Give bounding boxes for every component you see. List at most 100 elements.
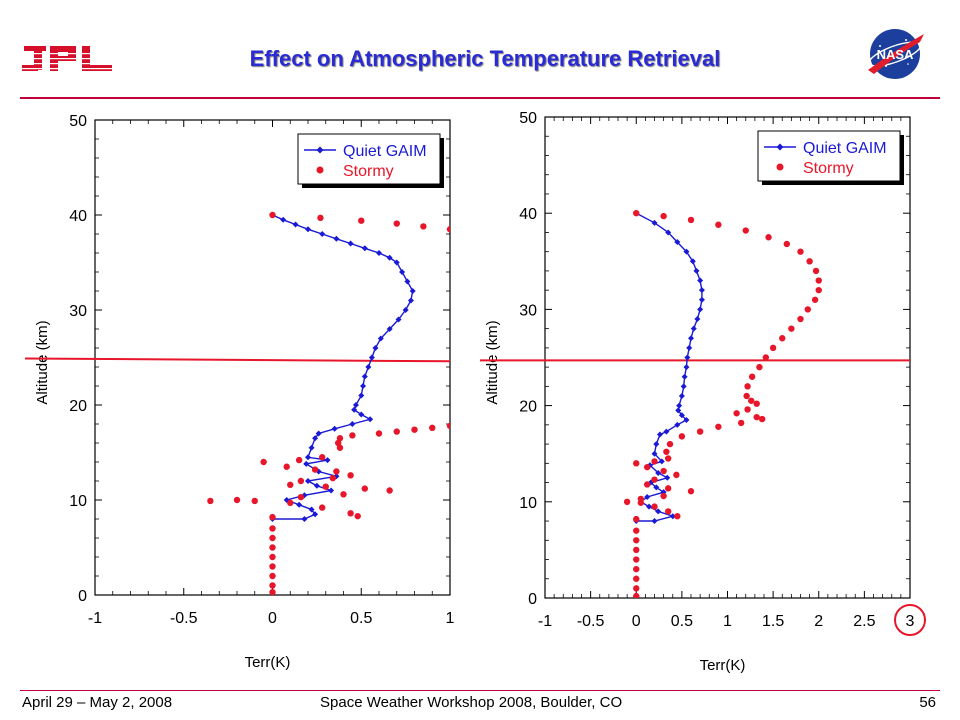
plot-frame bbox=[94, 119, 451, 596]
data-point-quiet bbox=[361, 245, 368, 252]
data-point-stormy bbox=[744, 383, 751, 390]
y-tick-label: 50 bbox=[519, 110, 537, 127]
data-point-quiet bbox=[280, 216, 287, 223]
x-tick-label: 3 bbox=[906, 613, 915, 630]
x-tick-label: -0.5 bbox=[170, 610, 198, 627]
chart-right: 0 10 20 30 40 50 -1 -0.5 0 0.5 1 1.5 2 2.5 3 Terr(K) Alt… bbox=[480, 100, 950, 690]
data-point-quiet bbox=[697, 277, 704, 284]
data-point-stormy bbox=[633, 592, 640, 598]
data-point-quiet bbox=[358, 392, 365, 399]
x-tick-label: 0 bbox=[268, 610, 277, 627]
data-point-stormy bbox=[633, 210, 640, 217]
data-point-quiet bbox=[698, 296, 705, 303]
legend-label: Stormy bbox=[803, 160, 854, 177]
data-point-stormy bbox=[783, 240, 791, 248]
data-point-stormy bbox=[393, 428, 400, 435]
data-point-stormy bbox=[633, 515, 640, 523]
data-point-quiet bbox=[688, 335, 694, 342]
data-point-stormy bbox=[260, 458, 267, 466]
data-point-stormy bbox=[696, 428, 704, 435]
data-point-stormy bbox=[269, 513, 276, 521]
legend-marker bbox=[316, 146, 324, 154]
data-point-stormy bbox=[411, 426, 418, 433]
data-point-stormy bbox=[737, 419, 745, 427]
chart-left: 0 10 20 30 40 50 -1 -0.5 0 0.5 1 Terr(K) Altitude (k… bbox=[10, 100, 480, 690]
reference-line bbox=[24, 357, 451, 363]
y-tick-label: 10 bbox=[69, 493, 87, 510]
x-axis-label: Terr(K) bbox=[700, 657, 746, 674]
legend-marker bbox=[776, 163, 784, 171]
y-axis-label: Altitude (km) bbox=[484, 320, 501, 404]
data-point-stormy bbox=[765, 234, 772, 241]
data-point-stormy bbox=[233, 496, 241, 504]
data-point-quiet bbox=[683, 248, 690, 255]
data-point-stormy bbox=[319, 454, 326, 461]
data-point-stormy bbox=[788, 325, 795, 332]
data-point-stormy bbox=[386, 487, 393, 494]
data-point-stormy bbox=[756, 363, 763, 371]
data-point-stormy bbox=[779, 335, 786, 342]
nasa-meatball-icon: NASA bbox=[862, 24, 928, 84]
data-point-quiet bbox=[651, 219, 658, 226]
data-point-quiet bbox=[678, 392, 685, 399]
y-tick-label: 0 bbox=[528, 591, 537, 608]
data-point-stormy bbox=[393, 220, 400, 227]
data-point-stormy bbox=[748, 397, 755, 404]
data-point-quiet bbox=[305, 478, 311, 484]
data-point-stormy bbox=[687, 488, 695, 495]
y-tick-label: 10 bbox=[519, 495, 537, 512]
data-point-stormy bbox=[297, 477, 305, 485]
data-point-stormy bbox=[804, 306, 811, 313]
x-tick-label: -1 bbox=[538, 613, 552, 630]
data-point-quiet bbox=[386, 254, 393, 261]
data-point-stormy bbox=[811, 296, 819, 303]
data-point-quiet bbox=[308, 444, 315, 451]
data-point-quiet bbox=[697, 306, 704, 313]
data-point-stormy bbox=[743, 392, 750, 400]
data-point-stormy bbox=[758, 415, 766, 423]
data-point-stormy bbox=[748, 373, 756, 380]
data-point-stormy bbox=[651, 476, 658, 483]
data-point-quiet bbox=[658, 458, 665, 465]
data-point-stormy bbox=[666, 440, 674, 448]
x-tick-label: 0.5 bbox=[350, 610, 372, 627]
data-point-quiet bbox=[313, 482, 320, 489]
data-point-stormy bbox=[673, 471, 680, 479]
data-point-quiet bbox=[665, 229, 672, 236]
data-point-quiet bbox=[698, 287, 705, 294]
data-point-quiet bbox=[386, 326, 393, 332]
x-tick-label: 1 bbox=[723, 613, 732, 630]
data-point-quiet bbox=[399, 269, 406, 275]
data-point-quiet bbox=[678, 412, 685, 419]
data-point-stormy bbox=[375, 430, 383, 437]
data-point-quiet bbox=[674, 239, 681, 246]
data-point-quiet bbox=[684, 354, 691, 361]
data-point-quiet bbox=[404, 278, 411, 285]
data-point-stormy bbox=[715, 423, 722, 430]
y-tick-label: 30 bbox=[69, 303, 87, 320]
data-point-stormy bbox=[753, 400, 760, 407]
data-point-quiet bbox=[653, 441, 660, 448]
data-point-quiet bbox=[331, 425, 338, 432]
legend-marker bbox=[776, 143, 784, 151]
plot-area bbox=[207, 211, 450, 595]
data-point-quiet bbox=[664, 474, 671, 481]
data-point-stormy bbox=[664, 485, 672, 492]
data-point-quiet bbox=[656, 431, 663, 438]
data-point-stormy bbox=[446, 422, 450, 430]
data-point-quiet bbox=[360, 383, 367, 389]
data-point-stormy bbox=[660, 467, 667, 475]
data-point-quiet bbox=[312, 511, 319, 518]
data-point-stormy bbox=[797, 248, 804, 255]
data-point-stormy bbox=[815, 277, 822, 284]
footer-divider bbox=[20, 690, 940, 691]
highlight-circle bbox=[894, 604, 926, 636]
data-point-stormy bbox=[660, 492, 667, 500]
data-point-stormy bbox=[687, 216, 695, 224]
data-point-stormy bbox=[674, 513, 681, 520]
data-point-quiet bbox=[694, 316, 701, 323]
data-point-quiet bbox=[393, 259, 400, 266]
data-point-stormy bbox=[633, 460, 640, 467]
data-point-stormy bbox=[633, 527, 640, 534]
y-tick-label: 20 bbox=[519, 399, 537, 416]
